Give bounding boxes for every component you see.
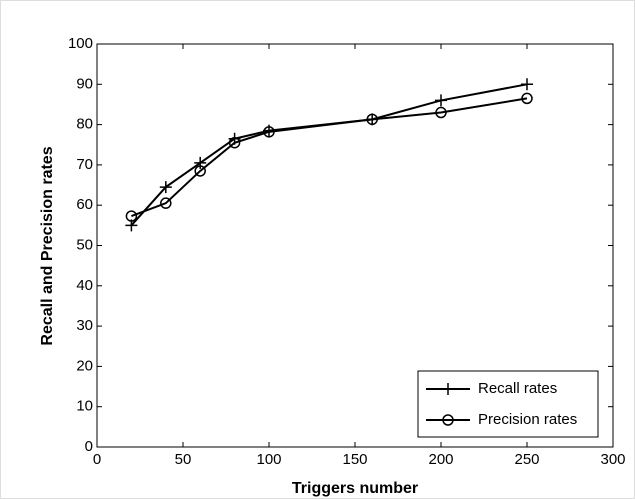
legend-label: Precision rates [478,411,577,428]
series-line [130,83,528,227]
marker-plus [159,181,172,194]
marker-circle [521,92,533,105]
marker-circle [366,113,378,126]
y-tick-label: 30 [76,317,93,334]
x-tick-label: 100 [256,451,281,468]
legend-marker [442,414,454,426]
marker-circle [125,210,138,222]
y-tick-label: 0 [85,438,93,455]
legend-label: Recall rates [478,380,557,397]
marker-circle [160,197,172,209]
y-tick-label: 40 [76,277,93,294]
y-tick-label: 70 [76,156,93,173]
marker-circle [435,106,447,119]
x-axis-label: Triggers number [292,480,418,497]
y-tick-label: 100 [68,35,93,52]
legend-box [417,370,599,438]
marker-circle [228,136,241,149]
y-tick-label: 20 [76,357,93,374]
x-tick-label: 50 [175,451,192,468]
series-line [131,97,528,218]
marker-plus [435,94,447,107]
marker-plus [521,78,533,91]
marker-circle [194,165,206,177]
x-tick-label: 150 [342,451,367,468]
legend-marker [442,383,454,395]
x-tick-label: 0 [93,451,101,468]
y-tick-label: 50 [76,236,93,253]
y-tick-label: 80 [76,116,93,133]
marker-circle [263,126,275,138]
x-tick-label: 250 [514,451,539,468]
y-tick-label: 60 [76,196,93,213]
x-tick-label: 200 [428,451,453,468]
y-axis-label: Recall and Precision rates [39,146,56,345]
y-tick-label: 90 [76,75,93,92]
y-tick-label: 10 [76,398,93,415]
x-tick-label: 300 [600,451,625,468]
marker-plus [194,156,207,169]
